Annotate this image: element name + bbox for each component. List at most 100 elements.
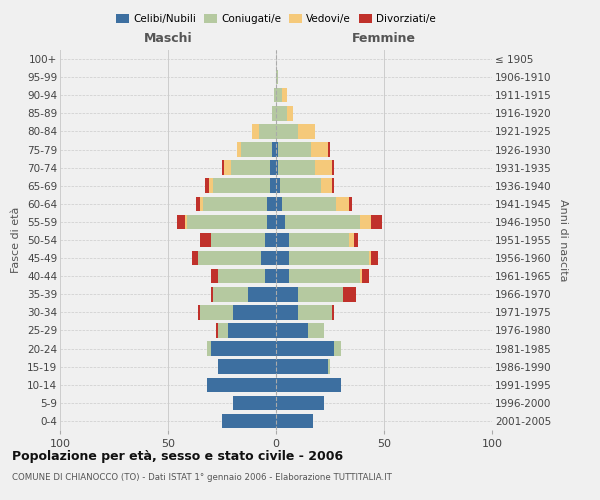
Bar [187, 214, 268, 229]
Bar [248, 287, 276, 302]
Bar [207, 342, 211, 356]
Bar [196, 196, 200, 211]
Bar [276, 88, 283, 102]
Bar [274, 88, 276, 102]
Bar [222, 414, 276, 428]
Text: COMUNE DI CHIANOCCO (TO) - Dati ISTAT 1° gennaio 2006 - Elaborazione TUTTITALIA.: COMUNE DI CHIANOCCO (TO) - Dati ISTAT 1°… [12, 472, 392, 482]
Bar [298, 124, 315, 138]
Bar [268, 214, 276, 229]
Bar [334, 342, 341, 356]
Text: Maschi: Maschi [143, 32, 193, 44]
Bar [272, 106, 276, 120]
Bar [214, 287, 248, 302]
Bar [276, 233, 289, 247]
Bar [276, 70, 278, 84]
Text: Femmine: Femmine [352, 32, 416, 44]
Bar [229, 323, 276, 338]
Bar [298, 305, 332, 320]
Bar [289, 269, 360, 283]
Bar [261, 251, 276, 266]
Y-axis label: Fasce di età: Fasce di età [11, 207, 22, 273]
Bar [237, 142, 241, 157]
Bar [289, 251, 369, 266]
Bar [362, 269, 369, 283]
Bar [360, 269, 362, 283]
Bar [259, 124, 276, 138]
Bar [371, 214, 382, 229]
Bar [268, 196, 276, 211]
Bar [215, 323, 218, 338]
Bar [276, 360, 328, 374]
Bar [276, 269, 289, 283]
Bar [269, 178, 276, 193]
Bar [289, 233, 349, 247]
Bar [203, 196, 268, 211]
Bar [218, 269, 265, 283]
Bar [218, 323, 229, 338]
Legend: Celibi/Nubili, Coniugati/e, Vedovi/e, Divorziati/e: Celibi/Nubili, Coniugati/e, Vedovi/e, Di… [112, 10, 440, 28]
Bar [276, 160, 278, 175]
Bar [233, 305, 276, 320]
Bar [354, 233, 358, 247]
Bar [278, 142, 311, 157]
Bar [200, 233, 211, 247]
Bar [224, 160, 230, 175]
Bar [198, 251, 261, 266]
Bar [272, 142, 276, 157]
Bar [280, 178, 322, 193]
Bar [233, 396, 276, 410]
Bar [276, 305, 298, 320]
Bar [276, 196, 283, 211]
Bar [369, 251, 371, 266]
Bar [276, 124, 298, 138]
Bar [214, 178, 269, 193]
Bar [265, 269, 276, 283]
Bar [371, 251, 377, 266]
Bar [230, 160, 269, 175]
Bar [276, 287, 298, 302]
Bar [276, 106, 287, 120]
Bar [284, 214, 360, 229]
Bar [276, 251, 289, 266]
Bar [276, 142, 278, 157]
Bar [287, 106, 293, 120]
Bar [276, 323, 308, 338]
Bar [283, 88, 287, 102]
Bar [315, 160, 332, 175]
Bar [200, 196, 203, 211]
Bar [349, 196, 352, 211]
Bar [211, 269, 218, 283]
Bar [241, 142, 272, 157]
Bar [332, 160, 334, 175]
Bar [211, 233, 265, 247]
Bar [278, 160, 315, 175]
Bar [298, 287, 343, 302]
Bar [205, 178, 209, 193]
Bar [276, 342, 334, 356]
Bar [343, 287, 356, 302]
Bar [276, 414, 313, 428]
Bar [283, 196, 337, 211]
Bar [218, 360, 276, 374]
Bar [209, 178, 214, 193]
Bar [332, 178, 334, 193]
Bar [222, 160, 224, 175]
Bar [322, 178, 332, 193]
Bar [185, 214, 187, 229]
Bar [311, 142, 328, 157]
Bar [252, 124, 259, 138]
Bar [360, 214, 371, 229]
Bar [276, 378, 341, 392]
Bar [308, 323, 323, 338]
Bar [328, 142, 330, 157]
Bar [192, 251, 198, 266]
Bar [211, 287, 214, 302]
Bar [276, 178, 280, 193]
Y-axis label: Anni di nascita: Anni di nascita [558, 198, 568, 281]
Bar [276, 214, 284, 229]
Bar [200, 305, 233, 320]
Bar [337, 196, 349, 211]
Bar [211, 342, 276, 356]
Bar [349, 233, 354, 247]
Bar [176, 214, 185, 229]
